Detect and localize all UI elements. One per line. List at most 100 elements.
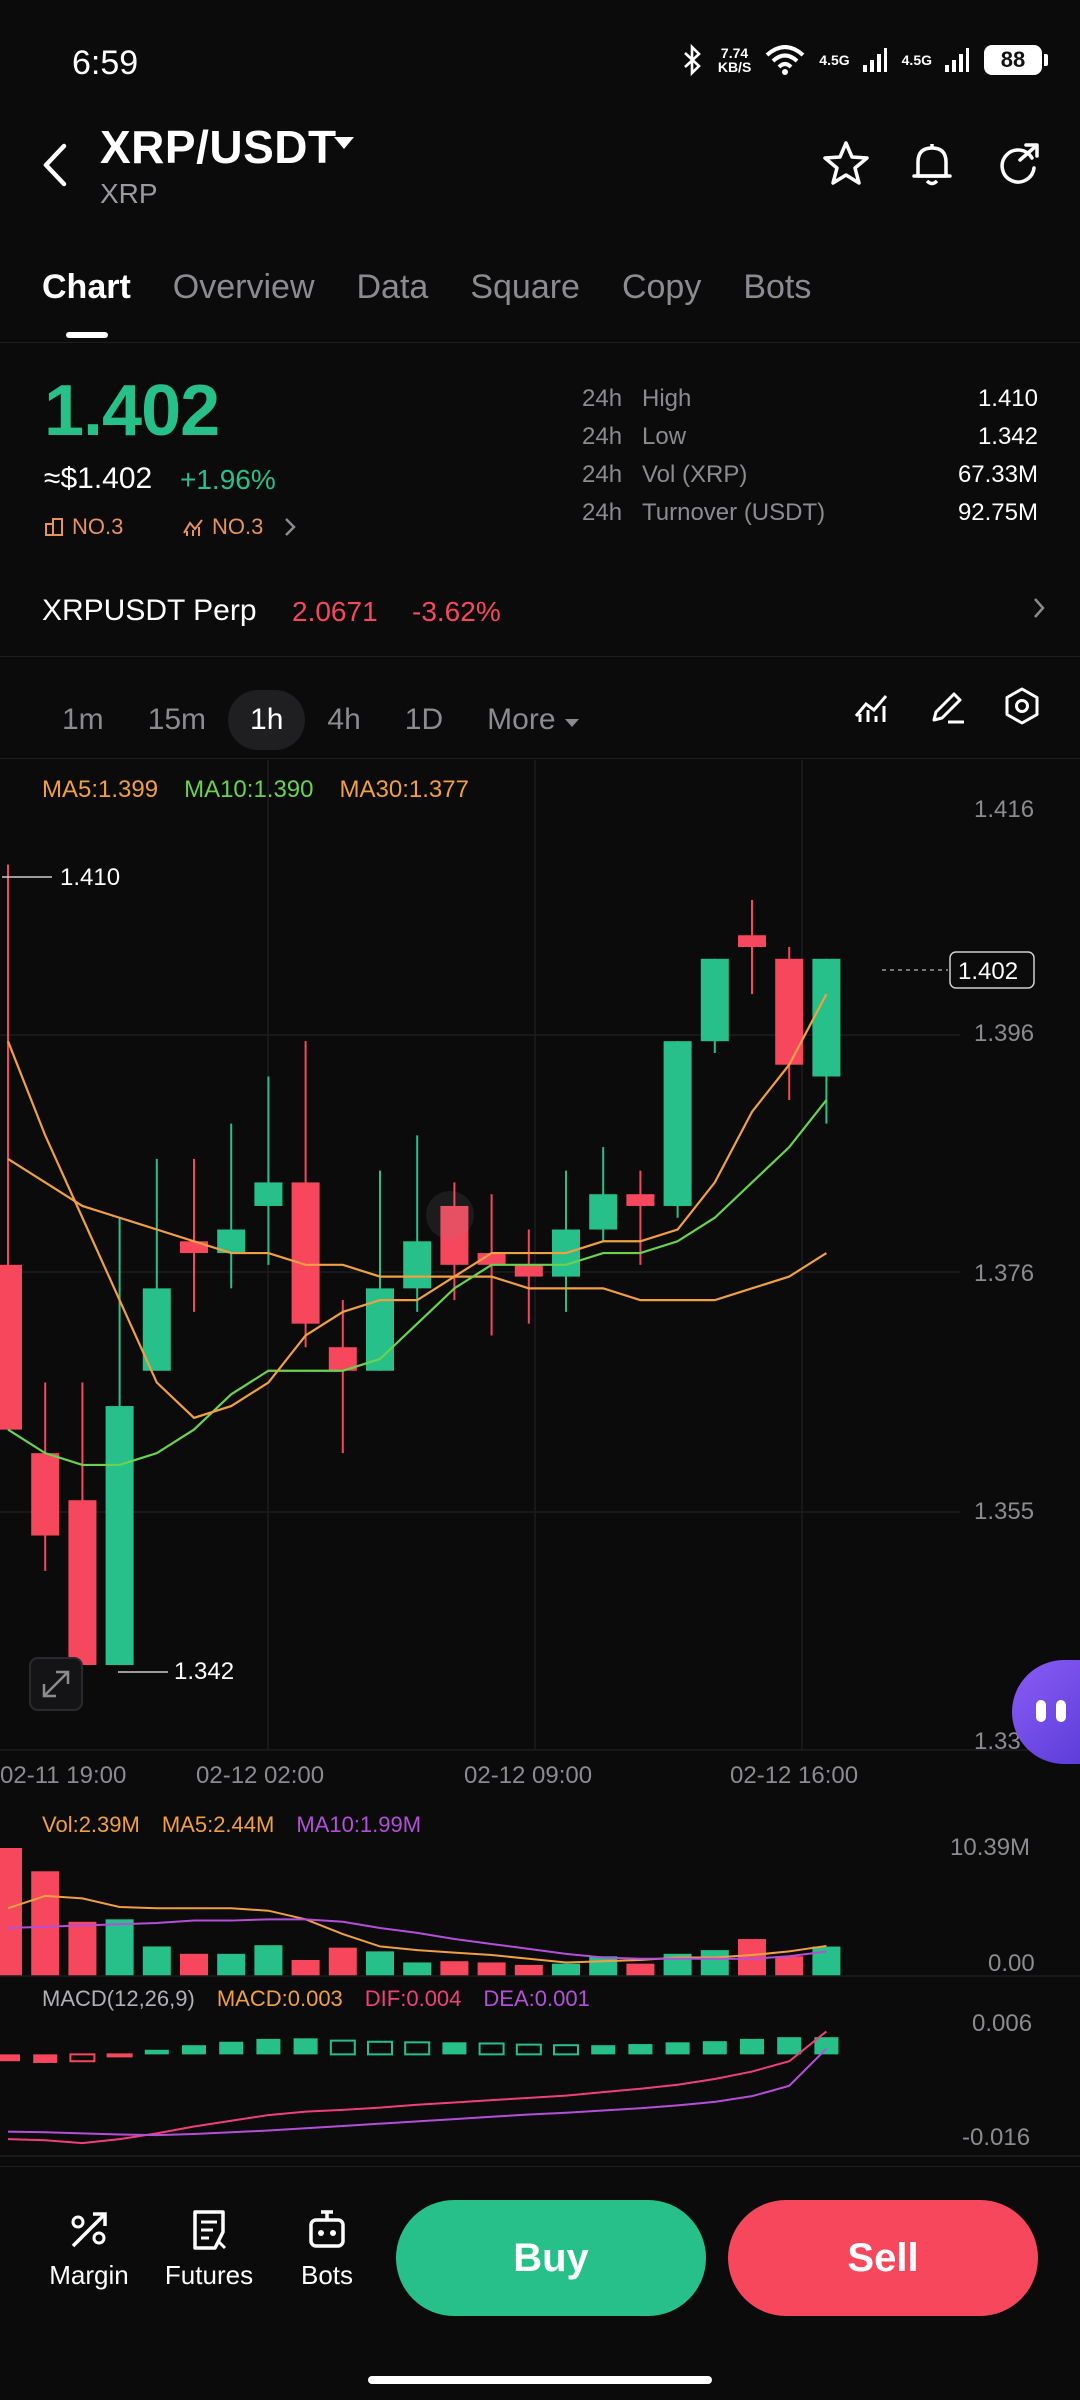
volume-bar [291, 1959, 320, 1976]
volume-ma10-label: MA10:1.99M [296, 1812, 422, 1837]
ma5-line [6, 993, 828, 1420]
building-icon [45, 518, 63, 536]
rank-badge-market-cap[interactable]: NO.3 [44, 514, 123, 540]
timeframe-1d[interactable]: 1D [404, 703, 444, 736]
volume-axis-top: 10.39M [950, 1834, 1031, 1861]
timeframe-4h[interactable]: 4h [327, 703, 361, 736]
tab-chart[interactable]: Chart [42, 268, 131, 306]
perp-name[interactable]: XRPUSDT Perp [42, 594, 257, 627]
macd-bar [182, 2045, 206, 2055]
time-axis-label: 02-12 02:00 [196, 1762, 325, 1789]
timeframe-1m[interactable]: 1m [62, 703, 104, 736]
signal-label-2: 4.5G [901, 52, 932, 68]
margin-button[interactable]: Margin [34, 2208, 144, 2291]
stats-24h: 24h High 1.410 24h Low 1.342 24h Vol (XRP) 67.… [582, 380, 1038, 532]
tab-data[interactable]: Data [356, 268, 429, 306]
current-price-box [949, 951, 1035, 989]
bell-icon[interactable] [908, 140, 956, 188]
back-arrow-icon[interactable] [40, 142, 70, 188]
candle-body [589, 1194, 618, 1230]
bots-button[interactable]: Bots [272, 2208, 382, 2291]
time-axis-label: 02-11 19:00 [0, 1762, 127, 1789]
price-axis-label: 1.376 [974, 1260, 1035, 1287]
macd-bar [69, 2053, 96, 2063]
tab-copy[interactable]: Copy [621, 268, 702, 306]
share-icon[interactable] [994, 140, 1042, 188]
volume-bar [477, 1962, 506, 1976]
volume-bar [180, 1953, 208, 1976]
volume-bar [105, 1919, 134, 1976]
macd-bar [515, 2043, 542, 2056]
volume-bar [403, 1962, 432, 1976]
timeframe-15m[interactable]: 15m [147, 703, 207, 736]
expand-button[interactable] [29, 1657, 83, 1711]
rank-label: NO.3 [212, 514, 264, 539]
macd-bar [367, 2040, 393, 2056]
tab-square[interactable]: Square [470, 268, 580, 306]
price-axis-label: 1.355 [974, 1498, 1035, 1525]
volume-bar [217, 1953, 246, 1976]
timeframe-more[interactable]: More [465, 690, 602, 750]
macd-axis-bottom: -0.016 [962, 2124, 1031, 2151]
macd-bar [219, 2041, 244, 2055]
last-price: 1.402 [44, 371, 220, 451]
candle-body [142, 1288, 171, 1371]
candle-body [105, 1406, 134, 1666]
chevron-right-icon [285, 518, 297, 536]
home-indicator[interactable] [368, 2376, 712, 2384]
bots-label: Bots [300, 2260, 354, 2290]
high-price-label: 1.410 [60, 864, 121, 891]
dea-line [7, 2047, 828, 2137]
signal-icon [862, 48, 887, 72]
sell-button[interactable]: Sell [728, 2200, 1038, 2316]
chevron-right-icon[interactable] [1032, 596, 1046, 620]
ma30-line [7, 1157, 827, 1302]
battery-indicator: 88 [984, 45, 1048, 75]
stat-volume: 24h Vol (XRP) 67.33M [582, 461, 1038, 488]
signal-icon [945, 48, 969, 72]
divider [0, 342, 1080, 343]
active-tab-indicator [66, 332, 108, 338]
stat-turnover: 24h Turnover (USDT) 92.75M [582, 499, 1038, 526]
pair-title[interactable]: XRP/USDT [100, 121, 337, 173]
star-icon[interactable] [822, 140, 870, 186]
futures-button[interactable]: Futures [154, 2208, 264, 2291]
futures-icon [193, 2210, 227, 2250]
tab-overview[interactable]: Overview [172, 268, 315, 306]
macd-bar [144, 2049, 169, 2055]
volume-bar [0, 1848, 22, 1976]
rank-label: NO.3 [72, 514, 124, 539]
macd-bar [33, 2054, 58, 2063]
status-time: 6:59 [72, 44, 139, 82]
low-price-label: 1.342 [174, 1658, 235, 1685]
price-chart[interactable] [0, 760, 1080, 1760]
more-label: More [487, 703, 556, 736]
rank-badge-trend[interactable]: NO.3 [182, 514, 297, 540]
macd-bar [814, 2037, 839, 2055]
candle-body [477, 1253, 506, 1265]
network-speed: 7.74 KB/S [717, 45, 752, 75]
perp-price: 2.0671 [292, 596, 378, 627]
candle-body [440, 1205, 469, 1265]
price-axis-label: 1.396 [974, 1020, 1035, 1047]
pair-subtitle: XRP [100, 178, 158, 209]
time-axis-label: 02-12 09:00 [464, 1762, 593, 1789]
macd-chart [0, 2030, 1080, 2157]
buy-button[interactable]: Buy [396, 2200, 706, 2316]
candle-body [31, 1453, 60, 1536]
pencil-icon[interactable] [928, 686, 968, 726]
settings-icon[interactable] [1002, 686, 1042, 726]
chevron-down-icon[interactable] [332, 134, 356, 152]
volume-bar [328, 1947, 357, 1976]
candle-body [217, 1229, 246, 1254]
tab-bots[interactable]: Bots [743, 268, 812, 306]
candle-body [514, 1264, 543, 1277]
volume-bar [366, 1951, 394, 1976]
macd-bar [329, 2039, 356, 2056]
indicator-icon[interactable] [852, 686, 892, 726]
timeframe-1h[interactable]: 1h [228, 690, 306, 750]
volume-bar [142, 1946, 171, 1976]
margin-label: Margin [49, 2260, 129, 2290]
ma10-label: MA10:1.390 [184, 776, 314, 803]
candle-body [254, 1182, 283, 1206]
